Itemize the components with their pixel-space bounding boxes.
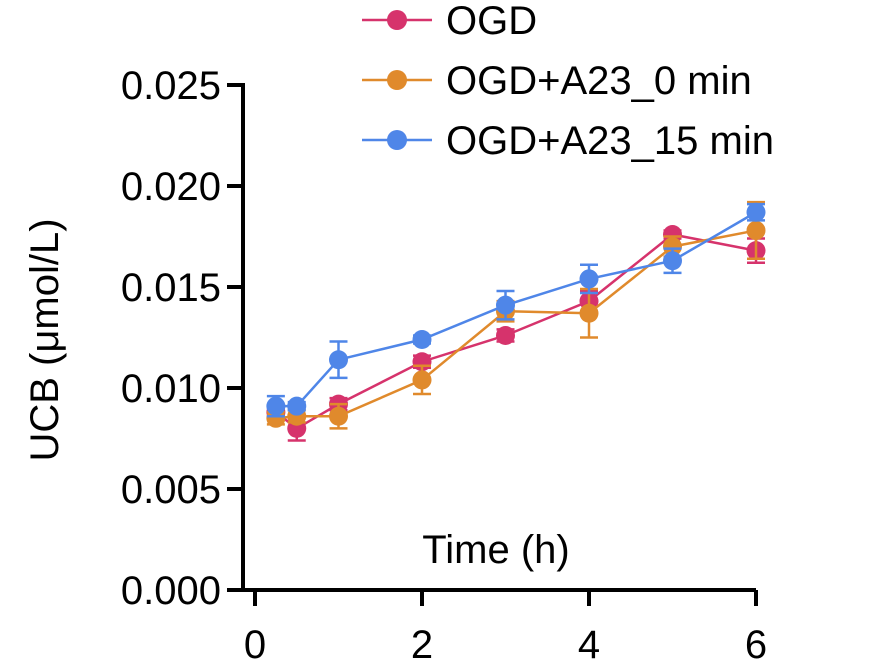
y-tick-label: 0.015 bbox=[121, 266, 221, 310]
data-point bbox=[746, 220, 766, 240]
data-point bbox=[663, 251, 682, 271]
x-tick-label: 2 bbox=[411, 623, 433, 667]
legend-label: OGD+A23_15 min bbox=[446, 119, 774, 163]
y-tick-label: 0.025 bbox=[121, 64, 221, 108]
series-2 bbox=[266, 200, 766, 430]
series-line bbox=[275, 211, 757, 408]
y-tick-label: 0.005 bbox=[121, 468, 221, 512]
legend-label: OGD+A23_0 min bbox=[446, 59, 752, 103]
data-point bbox=[329, 406, 348, 426]
legend-marker bbox=[387, 130, 407, 150]
data-point bbox=[579, 303, 599, 323]
legend-marker bbox=[387, 10, 407, 30]
data-point bbox=[496, 325, 515, 345]
axes: 0.000 0.005 0.010 0.015 0.020 0.025 0 2 4 6 bbox=[121, 64, 767, 667]
legend-marker bbox=[387, 70, 407, 90]
data-point bbox=[412, 370, 432, 390]
legend-item: OGD+A23_0 min bbox=[362, 59, 752, 103]
data-point bbox=[412, 330, 432, 350]
data-point bbox=[329, 350, 348, 370]
data-point bbox=[663, 237, 682, 257]
y-tick-label: 0.010 bbox=[121, 367, 221, 411]
series-line bbox=[275, 233, 757, 430]
y-axis-title: UCB (μmol/L) bbox=[23, 218, 67, 461]
data-point bbox=[287, 396, 307, 416]
data-point bbox=[266, 396, 286, 416]
series-line bbox=[275, 229, 757, 420]
y-tick-label: 0.000 bbox=[121, 569, 221, 613]
data-point bbox=[746, 202, 766, 222]
x-tick-label: 4 bbox=[578, 623, 600, 667]
series-layer bbox=[266, 200, 766, 442]
data-point bbox=[496, 295, 515, 315]
data-point bbox=[579, 269, 599, 289]
legend-item: OGD+A23_15 min bbox=[362, 119, 774, 163]
series-3 bbox=[266, 202, 766, 418]
legend-item: OGD bbox=[362, 0, 537, 43]
x-tick-label: 0 bbox=[244, 623, 266, 667]
legend-label: OGD bbox=[446, 0, 537, 43]
y-tick-label: 0.020 bbox=[121, 165, 221, 209]
x-axis-title: Time (h) bbox=[422, 528, 569, 572]
legend: OGD OGD+A23_0 min OGD+A23_15 min bbox=[362, 0, 774, 163]
x-tick-label: 6 bbox=[745, 623, 767, 667]
